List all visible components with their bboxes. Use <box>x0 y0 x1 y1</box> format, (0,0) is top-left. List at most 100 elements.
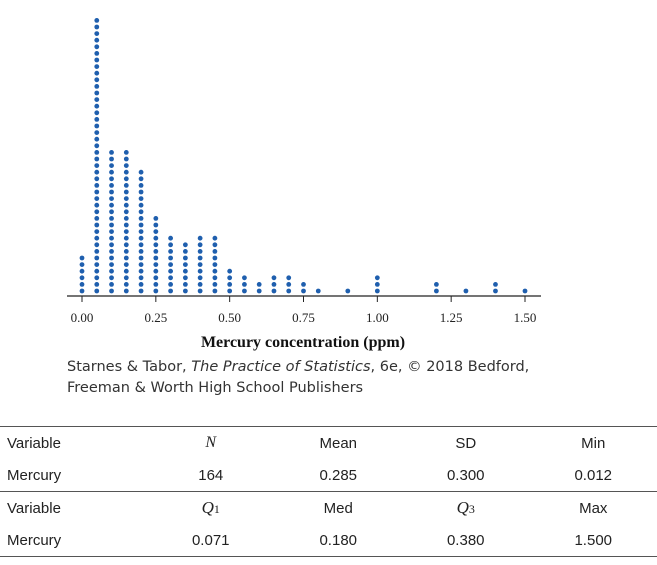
data-dot <box>123 169 129 175</box>
data-dot <box>227 275 233 281</box>
data-dot <box>242 288 247 294</box>
data-dot <box>493 282 498 287</box>
data-dot <box>153 255 159 261</box>
data-dot <box>94 97 100 102</box>
data-dot <box>153 235 159 241</box>
data-dot <box>94 202 100 208</box>
data-dot <box>301 288 306 294</box>
table-row: Mercury 0.071 0.180 0.380 1.500 <box>0 524 657 557</box>
data-dot <box>94 31 100 36</box>
header-mean: Mean <box>274 426 402 459</box>
data-dot <box>434 288 439 294</box>
data-dot <box>197 249 203 254</box>
data-dot <box>256 282 262 287</box>
x-tick-label: 1.00 <box>366 310 389 325</box>
data-dot <box>197 242 203 248</box>
data-dot <box>212 262 218 267</box>
x-tick-label: 1.50 <box>514 310 537 325</box>
data-dot <box>271 288 277 294</box>
cell-mean: 0.285 <box>319 466 358 484</box>
data-dot <box>197 288 203 294</box>
data-dot <box>123 242 129 248</box>
data-dot <box>109 196 114 202</box>
data-dot <box>109 282 114 287</box>
data-dot <box>522 288 528 294</box>
data-dot <box>123 282 129 287</box>
header-q3: Q3 <box>402 491 530 524</box>
x-tick-label: 0.25 <box>144 310 167 325</box>
data-dot <box>197 282 203 287</box>
data-dot <box>109 275 114 281</box>
data-dot <box>256 288 262 294</box>
header-sd: SD <box>402 426 530 459</box>
data-dot <box>212 282 218 287</box>
data-dot <box>123 176 129 182</box>
table-row: Mercury 164 0.285 0.300 0.012 <box>0 459 657 492</box>
data-dot <box>227 268 233 274</box>
data-dot <box>123 216 129 221</box>
data-dot <box>94 117 100 122</box>
credit-authors: Starnes & Tabor, <box>67 359 192 375</box>
data-dot <box>138 275 144 281</box>
x-tick-label: 0.75 <box>292 310 315 325</box>
table-row: Variable N Mean SD Min <box>0 426 657 459</box>
data-dot <box>212 268 218 274</box>
data-dot <box>301 282 306 287</box>
table-row: Variable Q1 Med Q3 Max <box>0 491 657 524</box>
data-dot <box>153 249 159 254</box>
data-dot <box>286 275 292 281</box>
data-dot <box>123 163 129 169</box>
data-dot <box>94 44 100 50</box>
data-dot <box>109 183 114 188</box>
data-dot <box>94 255 100 261</box>
data-dot <box>138 189 144 195</box>
data-dot <box>94 70 100 76</box>
x-tick-label: 1.25 <box>440 310 463 325</box>
data-dot <box>138 262 144 267</box>
data-dot <box>94 209 100 215</box>
data-dot <box>138 282 144 287</box>
data-dot <box>109 150 114 155</box>
header-variable-2: Variable <box>0 491 147 524</box>
data-dot <box>79 282 85 287</box>
data-dot <box>94 189 100 195</box>
data-dot <box>94 242 100 248</box>
x-axis-title: Mercury concentration (ppm) <box>201 334 405 351</box>
data-dot <box>109 202 114 208</box>
data-dot <box>94 123 100 129</box>
header-q1: Q1 <box>147 491 275 524</box>
data-dot <box>286 288 292 294</box>
data-dot <box>94 77 100 83</box>
data-dot <box>138 249 144 254</box>
data-dot <box>168 288 174 294</box>
cell-sd: 0.300 <box>446 466 485 484</box>
data-dot <box>123 183 129 188</box>
data-dot <box>138 196 144 202</box>
data-dot <box>138 183 144 188</box>
data-dot <box>212 235 218 241</box>
x-tick-label: 0.00 <box>71 310 94 325</box>
data-dot <box>123 209 129 215</box>
data-dot <box>109 262 114 267</box>
data-dot <box>123 262 129 267</box>
data-dot <box>138 268 144 274</box>
data-dot <box>242 282 247 287</box>
data-dot <box>138 242 144 248</box>
data-dot <box>374 275 380 281</box>
data-dot <box>227 288 233 294</box>
data-dot <box>315 288 321 294</box>
data-dot <box>123 288 129 294</box>
header-median: Med <box>274 491 402 524</box>
data-dot <box>123 202 129 208</box>
data-dot <box>463 288 469 294</box>
data-dot <box>109 288 114 294</box>
data-dot <box>374 282 380 287</box>
data-dot <box>94 103 100 109</box>
data-dot <box>168 255 174 261</box>
data-dot <box>109 242 114 248</box>
data-dot <box>123 222 129 228</box>
data-dot <box>212 288 218 294</box>
data-dot <box>109 222 114 228</box>
data-dot <box>94 90 100 96</box>
data-dot <box>94 216 100 221</box>
